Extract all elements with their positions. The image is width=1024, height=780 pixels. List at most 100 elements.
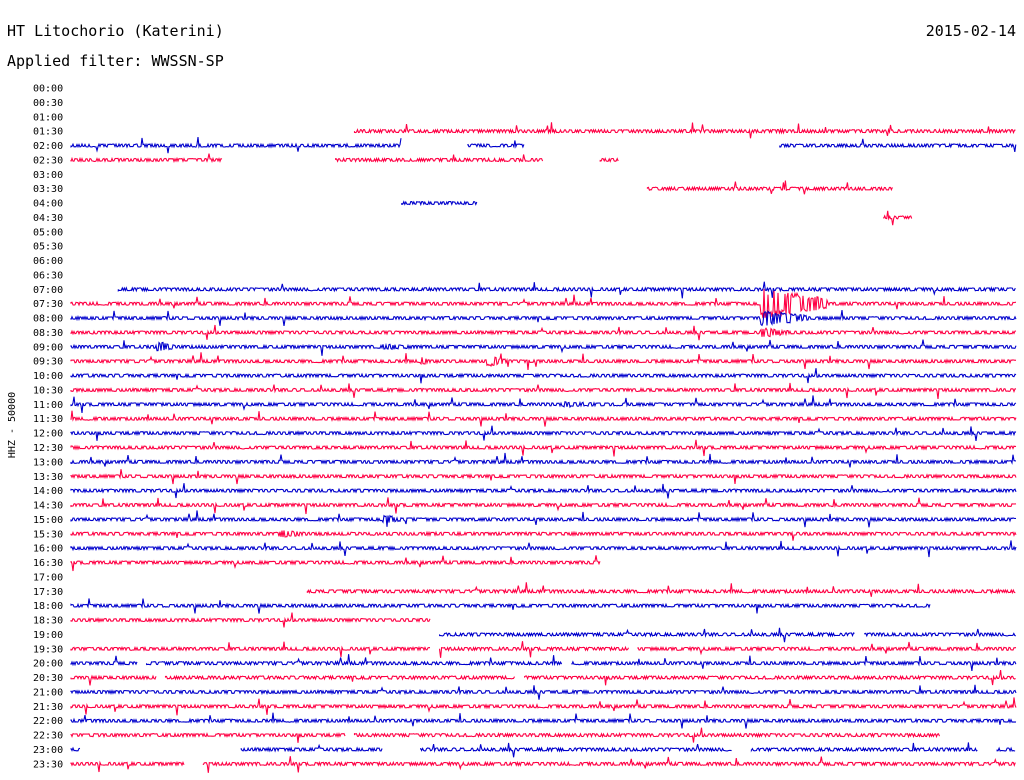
time-label-0200: 02:00 — [33, 141, 63, 152]
time-label-0530: 05:30 — [33, 242, 63, 253]
time-label-2300: 23:00 — [33, 745, 63, 756]
time-label-1700: 17:00 — [33, 572, 63, 583]
time-label-0400: 04:00 — [33, 199, 63, 210]
filter-label: Applied filter: WWSSN-SP — [7, 52, 224, 70]
time-label-2030: 20:30 — [33, 673, 63, 684]
trace-1800-seg0 — [70, 598, 931, 614]
trace-2000-seg1 — [146, 654, 563, 667]
trace-1500-seg0 — [70, 510, 1017, 528]
trace-1630-seg0 — [70, 555, 601, 572]
trace-2000-seg0 — [70, 655, 138, 667]
trace-0130-seg0 — [353, 122, 1016, 139]
channel-axis-label: HHZ - 50000 — [7, 392, 18, 458]
time-label-1030: 10:30 — [33, 385, 63, 396]
trace-1930-seg2 — [637, 641, 1017, 656]
time-label-1900: 19:00 — [33, 630, 63, 641]
trace-2000-seg2 — [571, 655, 1017, 671]
time-label-1400: 14:00 — [33, 486, 63, 497]
time-label-1330: 13:30 — [33, 472, 63, 483]
trace-2300-seg0 — [70, 746, 81, 752]
time-label-1630: 16:30 — [33, 558, 63, 569]
time-label-0030: 00:30 — [33, 98, 63, 109]
time-label-2230: 22:30 — [33, 731, 63, 742]
time-label-2000: 20:00 — [33, 659, 63, 670]
trace-2300-seg2 — [420, 742, 732, 758]
time-label-0230: 02:30 — [33, 155, 63, 166]
time-label-0630: 06:30 — [33, 270, 63, 281]
trace-2230-seg0 — [70, 732, 346, 743]
trace-1900-seg0 — [439, 627, 855, 643]
trace-0230-seg1 — [335, 154, 544, 163]
time-label-0500: 05:00 — [33, 227, 63, 238]
trace-1430-seg0 — [70, 497, 1017, 515]
trace-0430-seg0 — [883, 210, 913, 226]
trace-2330-seg1 — [202, 756, 1016, 773]
time-label-1300: 13:00 — [33, 457, 63, 468]
time-label-1530: 15:30 — [33, 529, 63, 540]
time-label-1800: 18:00 — [33, 601, 63, 612]
trace-0200-seg1 — [467, 140, 525, 149]
trace-0330-seg0 — [646, 180, 893, 195]
trace-0930-seg0 — [70, 352, 1017, 370]
time-label-0730: 07:30 — [33, 299, 63, 310]
trace-1030-seg0 — [70, 382, 1017, 399]
time-label-0100: 01:00 — [33, 112, 63, 123]
trace-0230-seg0 — [70, 153, 223, 164]
time-label-1730: 17:30 — [33, 587, 63, 598]
time-label-1430: 14:30 — [33, 501, 63, 512]
time-label-1930: 19:30 — [33, 644, 63, 655]
trace-2300-seg1 — [240, 743, 383, 753]
time-label-2330: 23:30 — [33, 759, 63, 770]
trace-2030-seg2 — [524, 670, 1016, 686]
time-label-0800: 08:00 — [33, 314, 63, 325]
trace-0900-seg0 — [70, 339, 1017, 356]
time-label-0600: 06:00 — [33, 256, 63, 267]
time-label-0700: 07:00 — [33, 285, 63, 296]
trace-2300-seg4 — [996, 746, 1016, 753]
time-tick-labels: 00:00 00:30 01:00 01:30 02:00 02:30 03:00 03:30… — [33, 84, 63, 771]
trace-1200-seg0 — [70, 425, 1017, 441]
trace-2330-seg0 — [70, 760, 185, 773]
time-label-1200: 12:00 — [33, 429, 63, 440]
trace-1300-seg0 — [70, 452, 1017, 468]
trace-1330-seg0 — [70, 469, 1017, 485]
trace-2030-seg1 — [164, 674, 515, 682]
time-label-1830: 18:30 — [33, 616, 63, 627]
date-label: 2015-02-14 — [925, 22, 1016, 40]
time-label-0330: 03:30 — [33, 184, 63, 195]
trace-1400-seg0 — [70, 483, 1017, 499]
time-label-2200: 22:00 — [33, 716, 63, 727]
time-label-2100: 21:00 — [33, 687, 63, 698]
trace-2030-seg0 — [70, 674, 157, 686]
trace-2300-seg3 — [750, 742, 978, 753]
trace-1600-seg0 — [70, 540, 1017, 558]
trace-0200-seg2 — [779, 138, 1017, 153]
time-label-1600: 16:00 — [33, 544, 63, 555]
trace-0700-seg0 — [117, 281, 1016, 299]
trace-0400-seg0 — [401, 200, 478, 207]
time-label-0830: 08:30 — [33, 328, 63, 339]
trace-1130-seg0 — [70, 410, 1017, 427]
trace-0800-seg0 — [70, 310, 1017, 327]
trace-1000-seg0 — [70, 368, 1017, 384]
time-label-0130: 01:30 — [33, 127, 63, 138]
trace-1530-seg0 — [70, 530, 1017, 541]
trace-1930-seg0 — [70, 641, 431, 657]
time-label-0930: 09:30 — [33, 357, 63, 368]
trace-1100-seg0 — [70, 395, 1017, 413]
trace-0200-seg0 — [70, 137, 402, 154]
trace-0230-seg2 — [599, 157, 619, 163]
time-label-1230: 12:30 — [33, 443, 63, 454]
station-title: HT Litochorio (Katerini) — [7, 22, 224, 40]
time-label-2130: 21:30 — [33, 702, 63, 713]
trace-1930-seg1 — [439, 641, 629, 658]
time-label-1100: 11:00 — [33, 400, 63, 411]
trace-0730-seg0 — [70, 289, 1016, 319]
trace-2130-seg0 — [70, 697, 1017, 716]
trace-2200-seg0 — [70, 712, 1017, 729]
trace-0830-seg0 — [70, 324, 1017, 341]
trace-1730-seg0 — [306, 582, 1016, 597]
trace-1900-seg1 — [864, 628, 1016, 638]
trace-2100-seg0 — [70, 684, 1017, 700]
